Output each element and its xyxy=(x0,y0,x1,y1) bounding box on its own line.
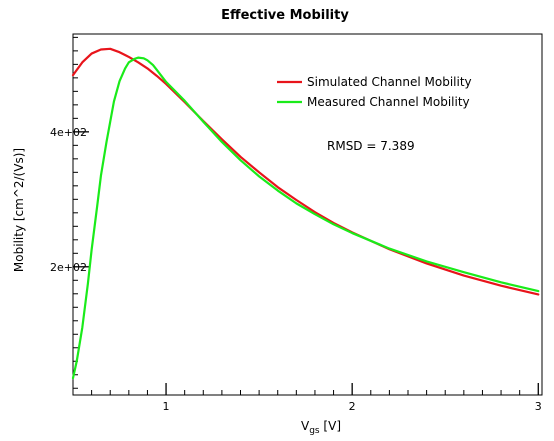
y-axis-label: Mobility [cm^2/(Vs)] xyxy=(12,148,26,272)
x-axis-ticks xyxy=(72,383,539,395)
legend: Simulated Channel Mobility Measured Chan… xyxy=(277,75,472,109)
x-axis-label-subscript: gs xyxy=(309,426,320,436)
legend-label-simulated: Simulated Channel Mobility xyxy=(307,75,472,89)
plot-frame xyxy=(72,33,543,396)
y-tick-label: 4e+02 xyxy=(50,126,87,139)
x-tick-label: 1 xyxy=(163,400,170,413)
y-axis-tick-labels: 2e+02 4e+02 xyxy=(50,126,87,274)
legend-label-measured: Measured Channel Mobility xyxy=(307,95,470,109)
rmsd-annotation: RMSD = 7.389 xyxy=(327,139,415,153)
x-tick-label: 2 xyxy=(349,400,356,413)
x-axis-label-main: V xyxy=(301,419,310,433)
chart-title: Effective Mobility xyxy=(221,8,349,23)
x-axis-label-unit: [V] xyxy=(320,419,341,433)
x-axis-label: Vgs [V] xyxy=(301,419,341,436)
measured-mobility-line xyxy=(71,56,540,380)
y-axis-ticks xyxy=(73,36,89,389)
x-axis-tick-labels: 1 2 3 xyxy=(163,400,542,413)
y-tick-label: 2e+02 xyxy=(50,261,87,274)
x-tick-label: 3 xyxy=(535,400,542,413)
series-lines xyxy=(71,47,540,380)
